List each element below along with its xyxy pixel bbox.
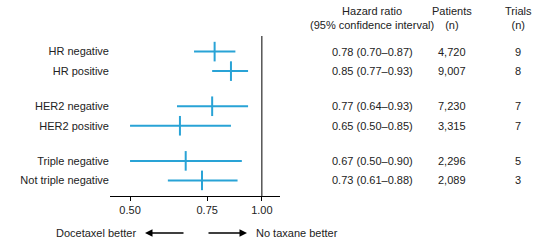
svg-text:HER2 positive: HER2 positive — [39, 120, 109, 132]
svg-text:0.73 (0.61–0.88): 0.73 (0.61–0.88) — [332, 174, 413, 186]
svg-text:7,230: 7,230 — [438, 100, 466, 112]
svg-text:0.77 (0.64–0.93): 0.77 (0.64–0.93) — [332, 100, 413, 112]
svg-text:HR negative: HR negative — [48, 45, 109, 57]
svg-text:0.50: 0.50 — [119, 204, 140, 216]
svg-text:No taxane better: No taxane better — [256, 227, 338, 239]
svg-text:0.78 (0.70–0.87): 0.78 (0.70–0.87) — [332, 46, 413, 58]
svg-text:HR positive: HR positive — [53, 65, 109, 77]
svg-text:Triple negative: Triple negative — [37, 155, 109, 167]
svg-text:4,720: 4,720 — [438, 46, 466, 58]
svg-text:2,296: 2,296 — [438, 155, 466, 167]
svg-text:Docetaxel better: Docetaxel better — [56, 227, 136, 239]
svg-text:3,315: 3,315 — [438, 120, 466, 132]
svg-text:0.65 (0.50–0.85): 0.65 (0.50–0.85) — [332, 120, 413, 132]
svg-text:Trials(n): Trials(n) — [505, 5, 532, 31]
svg-text:9: 9 — [515, 46, 521, 58]
svg-text:3: 3 — [515, 174, 521, 186]
svg-text:2,089: 2,089 — [438, 174, 466, 186]
svg-text:0.75: 0.75 — [196, 204, 217, 216]
svg-text:9,007: 9,007 — [438, 65, 466, 77]
svg-text:0.67 (0.50–0.90): 0.67 (0.50–0.90) — [332, 155, 413, 167]
svg-text:7: 7 — [515, 120, 521, 132]
svg-text:0.85 (0.77–0.93): 0.85 (0.77–0.93) — [332, 65, 413, 77]
svg-text:8: 8 — [515, 65, 521, 77]
svg-text:Not triple negative: Not triple negative — [20, 174, 109, 186]
svg-text:5: 5 — [515, 155, 521, 167]
svg-text:Hazard ratio(95% confidence in: Hazard ratio(95% confidence interval) — [310, 5, 434, 31]
svg-text:7: 7 — [515, 100, 521, 112]
svg-text:1.00: 1.00 — [251, 204, 272, 216]
svg-text:HER2 negative: HER2 negative — [35, 100, 109, 112]
svg-text:Patients(n): Patients(n) — [432, 5, 472, 31]
